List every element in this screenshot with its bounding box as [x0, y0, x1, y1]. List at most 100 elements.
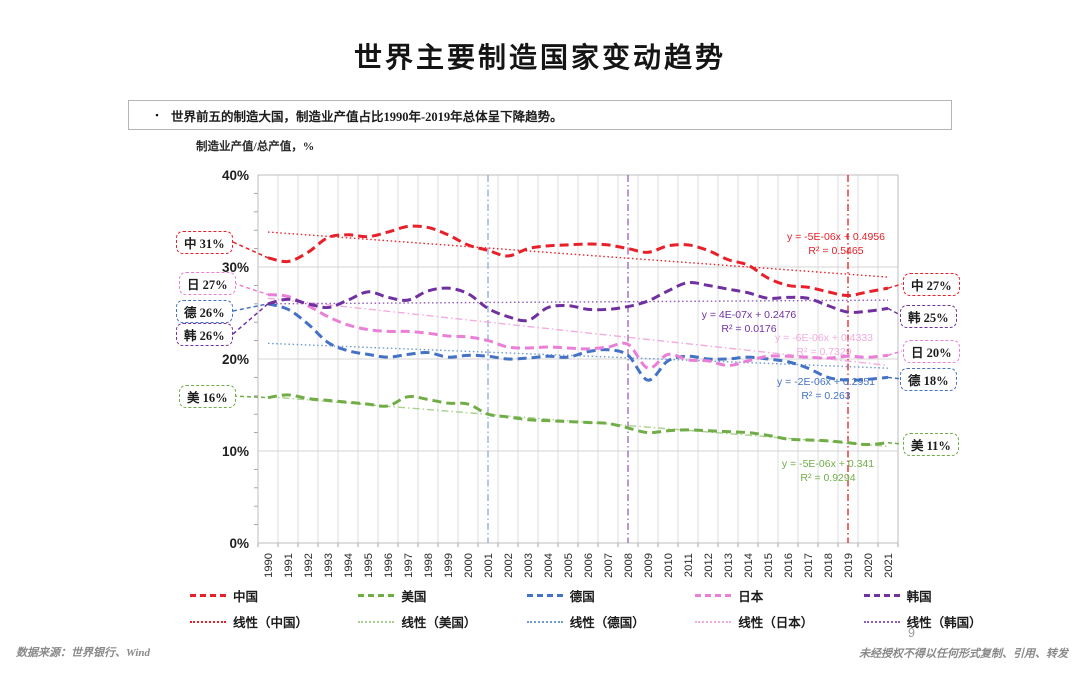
legend-label: 线性（德国）: [569, 616, 645, 630]
label-connector-right-china: [887, 283, 903, 289]
legend-item-germany: 德国: [526, 586, 691, 605]
x-tick-label: 2007: [603, 553, 615, 578]
x-tick-label: 2001: [483, 553, 495, 578]
x-tick-label: 1990: [263, 553, 275, 578]
series-label-china-start: 中 31%: [176, 231, 233, 254]
x-tick-label: 1991: [283, 553, 295, 578]
x-tick-label: 1997: [403, 553, 415, 578]
legend-swatch-usa: [358, 594, 395, 597]
x-tick-label: 2017: [803, 553, 815, 578]
legend-swatch-china: [190, 594, 226, 597]
x-tick-label: 2012: [703, 553, 715, 578]
series-label-germany-start: 德 26%: [176, 300, 233, 323]
plot-border: [257, 174, 899, 544]
equation-text: y = -5E-06x + 0.341: [781, 458, 875, 470]
x-tick-label: 2015: [763, 553, 775, 578]
label-connector-right-germany: [887, 376, 903, 380]
equation-text: y = -6E-06x + 0.4333: [774, 332, 874, 344]
legend-item-korea: 韩国: [863, 586, 1028, 605]
label-connector-right-usa: [887, 441, 903, 445]
x-tick-label: 1993: [323, 553, 335, 578]
trend-equation-germany: y = -2E-06x + 0.2951 R² = 0.263: [736, 375, 916, 403]
legend-item-china: 中国: [190, 586, 354, 605]
trend-equation-usa: y = -5E-06x + 0.341 R² = 0.9294: [742, 457, 914, 485]
legend-item-japan: 日本: [695, 586, 859, 605]
legend-label: 线性（中国）: [233, 616, 309, 630]
x-tick-label: 2006: [583, 553, 595, 578]
x-tick-label: 2002: [503, 553, 515, 578]
chart-legend: 中国 美国 德国 日本 韩国 线性（中国） 线性（美国） 线性（德国） 线性（日…: [190, 586, 1028, 631]
legend-swatch-japan: [695, 594, 732, 597]
label-connector-right-korea: [887, 307, 903, 317]
r-squared-text: R² = 0.5465: [808, 245, 864, 257]
legend-swatch-trend-japan: [695, 620, 732, 623]
x-tick-label: 2008: [623, 553, 635, 578]
label-connector-left-germany: [232, 303, 269, 312]
legend-swatch-trend-usa: [358, 620, 395, 623]
legend-item-trend-korea: 线性（韩国）: [863, 612, 1028, 631]
label-connector-right-japan: [887, 350, 903, 357]
x-tick-label: 2019: [843, 553, 855, 578]
x-tick-label: 2013: [723, 553, 735, 578]
legend-label: 美国: [401, 590, 427, 604]
series-line-usa: [267, 393, 889, 447]
series-label-china-end: 中 27%: [903, 273, 960, 296]
equation-text: y = -5E-06x + 0.4956: [786, 231, 886, 243]
page-title: 世界主要制造国家变动趋势: [353, 43, 726, 74]
trendline-0: [267, 231, 889, 278]
copyright-note: 未经授权不得以任何形式复制、引用、转发: [859, 648, 1068, 660]
page-number: 9: [908, 626, 915, 640]
x-tick-label: 2009: [643, 553, 655, 578]
x-tick-label: 2005: [563, 553, 575, 578]
label-connector-left-korea: [232, 303, 269, 335]
x-tick-label: 1995: [363, 553, 375, 578]
x-tick-label: 1994: [343, 553, 355, 578]
trend-equation-japan: y = -6E-06x + 0.4333 R² = 0.7329: [726, 331, 922, 359]
series-label-japan-start: 日 27%: [179, 272, 236, 295]
series-label-germany-end: 德 18%: [900, 368, 957, 391]
x-tick-label: 2010: [663, 553, 675, 578]
trend-equation-korea: y = 4E-07x + 0.2476 R² = 0.0176: [646, 308, 852, 336]
legend-swatch-trend-germany: [526, 620, 563, 623]
legend-label: 德国: [569, 590, 595, 604]
legend-swatch-trend-korea: [863, 620, 900, 623]
x-tick-label: 1999: [443, 553, 455, 578]
x-tick-label: 2000: [463, 553, 475, 578]
trendline-2: [267, 342, 889, 369]
legend-swatch-germany: [526, 594, 563, 597]
trendline-3: [267, 297, 889, 367]
equation-text: y = -2E-06x + 0.2951: [776, 376, 876, 388]
bullet-icon: ▪: [155, 110, 159, 120]
y-tick-label: 10%: [222, 444, 249, 459]
legend-label: 韩国: [906, 590, 932, 604]
x-tick-label: 2011: [683, 553, 695, 577]
legend-item-trend-japan: 线性（日本）: [695, 612, 859, 631]
series-line-korea: [267, 280, 889, 323]
series-label-usa-end: 美 11%: [903, 433, 959, 456]
legend-label: 线性（日本）: [738, 616, 814, 630]
label-connector-left-china: [232, 241, 269, 259]
label-connector-left-japan: [232, 282, 269, 296]
trendline-4: [267, 299, 889, 305]
legend-label: 线性（韩国）: [906, 616, 982, 630]
legend-item-trend-usa: 线性（美国）: [358, 612, 522, 631]
summary-callout: ▪ 世界前五的制造大国，制造业产值占比1990年-2019年总体呈下降趋势。: [128, 100, 952, 130]
y-tick-label: 30%: [222, 260, 249, 275]
legend-swatch-trend-china: [190, 620, 226, 623]
series-label-korea-start: 韩 26%: [176, 323, 233, 346]
x-tick-label: 1998: [423, 553, 435, 578]
x-tick-label: 2016: [783, 553, 795, 578]
r-squared-text: R² = 0.263: [801, 390, 851, 402]
x-tick-label: 1996: [383, 553, 395, 578]
y-axis-title: 制造业产值/总产值，%: [196, 141, 315, 153]
summary-text: 世界前五的制造大国，制造业产值占比1990年-2019年总体呈下降趋势。: [171, 109, 563, 124]
r-squared-text: R² = 0.9294: [800, 472, 856, 484]
x-tick-label: 1992: [303, 553, 315, 578]
r-squared-text: R² = 0.0176: [721, 323, 777, 335]
y-tick-label: 20%: [222, 352, 249, 367]
x-tick-label: 2018: [823, 553, 835, 578]
series-label-japan-end: 日 20%: [903, 340, 960, 363]
legend-item-usa: 美国: [358, 586, 522, 605]
x-tick-label: 2003: [523, 553, 535, 578]
x-tick-label: 2004: [543, 553, 555, 578]
